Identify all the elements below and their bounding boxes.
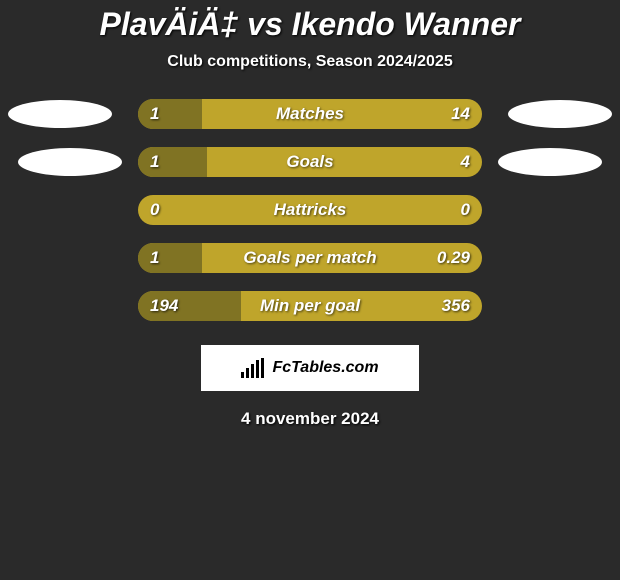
stat-row: Goals14 [0, 147, 620, 177]
player-blob-right [508, 100, 612, 128]
stat-bar [138, 291, 482, 321]
stat-bar [138, 99, 482, 129]
stat-bar [138, 147, 482, 177]
stat-row: Matches114 [0, 99, 620, 129]
player-blob-right [498, 148, 602, 176]
stat-bar-left-fill [138, 291, 241, 321]
stat-row: Hattricks00 [0, 195, 620, 225]
source-badge: FcTables.com [201, 345, 419, 391]
stat-bar [138, 195, 482, 225]
player-blob-left [18, 148, 122, 176]
stat-row: Goals per match10.29 [0, 243, 620, 273]
subtitle: Club competitions, Season 2024/2025 [0, 53, 620, 71]
stat-bar-left-fill [138, 243, 202, 273]
stat-bar-left-fill [138, 99, 202, 129]
stat-bar [138, 243, 482, 273]
source-text: FcTables.com [272, 359, 378, 377]
stats-container: Matches114 Goals14 Hattricks00 Goals per ma… [0, 99, 620, 321]
player-blob-left [8, 100, 112, 128]
chart-icon [241, 358, 264, 378]
stat-row: Min per goal194356 [0, 291, 620, 321]
stat-bar-left-fill [138, 147, 207, 177]
date-label: 4 november 2024 [0, 409, 620, 429]
page-title: PlavÄiÄ‡ vs Ikendo Wanner [0, 6, 620, 43]
